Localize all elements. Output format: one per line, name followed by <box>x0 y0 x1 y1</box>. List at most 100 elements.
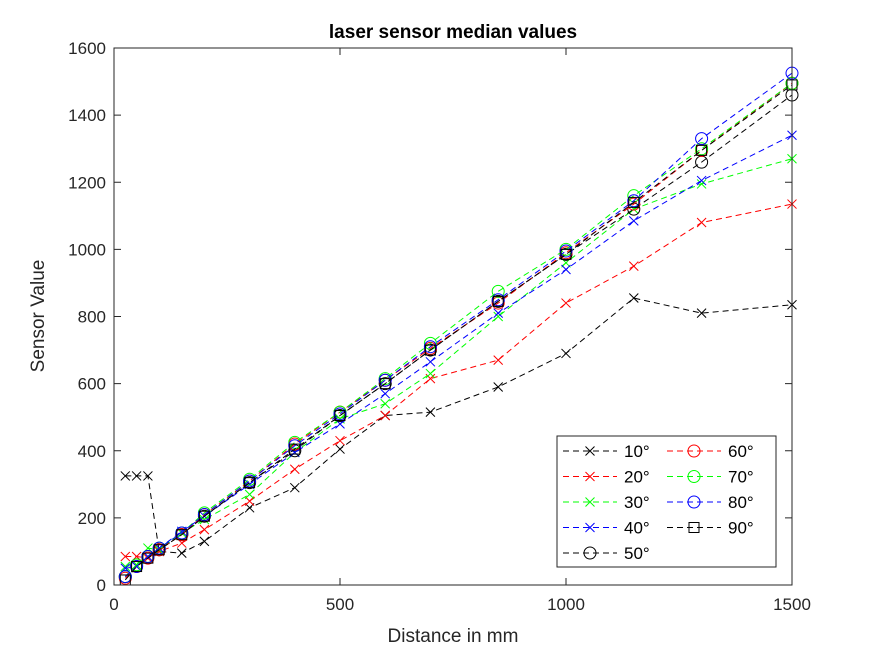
legend-label: 80° <box>728 493 754 512</box>
data-point <box>335 435 345 446</box>
data-point <box>243 474 257 488</box>
data-point <box>175 526 189 540</box>
data-point <box>628 215 639 226</box>
data-point <box>120 561 131 572</box>
data-point <box>493 308 504 318</box>
series-line <box>124 72 793 577</box>
data-point <box>378 377 392 391</box>
legend-item: 10° <box>563 442 650 461</box>
legend-label: 40° <box>624 519 650 538</box>
y-axis-label: Sensor Value <box>28 260 49 373</box>
data-point <box>378 373 392 387</box>
legend-label: 60° <box>728 442 754 461</box>
data-point <box>379 378 391 390</box>
legend-label: 30° <box>624 493 650 512</box>
legend-marker <box>687 495 701 509</box>
data-point <box>695 142 709 156</box>
series-line <box>124 84 793 581</box>
data-point <box>493 382 504 392</box>
data-point <box>199 514 210 525</box>
data-point <box>176 529 188 541</box>
data-point <box>288 439 302 453</box>
data-point <box>561 298 571 308</box>
data-point <box>335 444 345 454</box>
y-tick-label: 200 <box>78 509 106 528</box>
legend-item: 50° <box>563 544 650 563</box>
data-point <box>333 407 347 421</box>
legend-marker <box>585 497 595 507</box>
data-point <box>199 536 210 547</box>
data-point <box>131 471 142 481</box>
data-point <box>289 464 300 475</box>
data-point <box>425 407 436 418</box>
data-point <box>176 548 187 558</box>
x-tick-label: 0 <box>109 595 118 614</box>
legend-marker <box>585 446 595 456</box>
y-tick-label: 1600 <box>68 39 106 58</box>
axes-layer: 0 500 1000 1500 0 200 400 600 800 1000 1200 1400 160… <box>68 39 811 614</box>
data-point <box>423 340 437 354</box>
data-point <box>696 217 707 228</box>
data-point <box>141 549 155 563</box>
y-tick-label: 400 <box>78 442 106 461</box>
x-tick-label: 500 <box>326 595 354 614</box>
legend-marker <box>583 546 597 560</box>
legend-label: 70° <box>728 468 754 487</box>
data-point <box>380 398 391 409</box>
data-point <box>153 544 165 556</box>
legend-label: 10° <box>624 442 650 461</box>
data-point <box>130 560 144 574</box>
data-point <box>696 175 707 186</box>
data-point <box>244 489 255 500</box>
legend-marker <box>585 471 595 482</box>
data-point <box>120 551 131 562</box>
legend-marker <box>687 444 701 458</box>
data-point <box>197 508 211 522</box>
data-point <box>244 477 256 489</box>
data-point <box>493 311 504 322</box>
y-tick-label: 600 <box>78 375 106 394</box>
legend-label: 20° <box>624 468 650 487</box>
series-line <box>124 94 793 577</box>
y-tick-label: 0 <box>97 576 106 595</box>
data-point <box>288 435 302 449</box>
legend-marker <box>585 522 595 533</box>
data-point <box>334 410 346 422</box>
data-point <box>289 443 301 455</box>
data-point <box>628 261 639 272</box>
data-point <box>425 356 436 367</box>
data-point <box>142 552 154 564</box>
legend-label: 90° <box>728 519 754 538</box>
x-tick-label: 1000 <box>547 595 585 614</box>
data-point <box>120 471 131 481</box>
data-point <box>628 196 640 208</box>
data-point <box>559 244 573 258</box>
data-point <box>425 368 436 379</box>
data-point <box>143 471 153 481</box>
data-point <box>424 344 436 356</box>
series-line <box>124 82 793 577</box>
data-point <box>561 264 571 275</box>
legend-marker <box>688 522 700 533</box>
legend-item: 60° <box>667 442 754 461</box>
data-point <box>627 197 641 211</box>
data-point <box>289 482 300 493</box>
y-tick-label: 1000 <box>68 240 106 259</box>
series-line <box>125 297 793 554</box>
data-point <box>118 570 132 584</box>
data-point <box>628 293 639 303</box>
data-point <box>696 179 707 189</box>
legend-item: 90° <box>667 519 754 538</box>
data-point <box>244 502 255 513</box>
data-point <box>152 541 166 555</box>
legend: 10° 20° 30° 40° 50° 60° 70° 80° 90° <box>556 435 777 568</box>
data-point <box>493 355 504 365</box>
data-point <box>491 284 505 298</box>
x-axis-label: Distance in mm <box>388 626 519 647</box>
data-point <box>423 336 437 350</box>
data-point <box>198 510 210 522</box>
data-point <box>491 293 505 307</box>
legend-item: 30° <box>563 493 650 512</box>
legend-item: 70° <box>667 468 754 487</box>
